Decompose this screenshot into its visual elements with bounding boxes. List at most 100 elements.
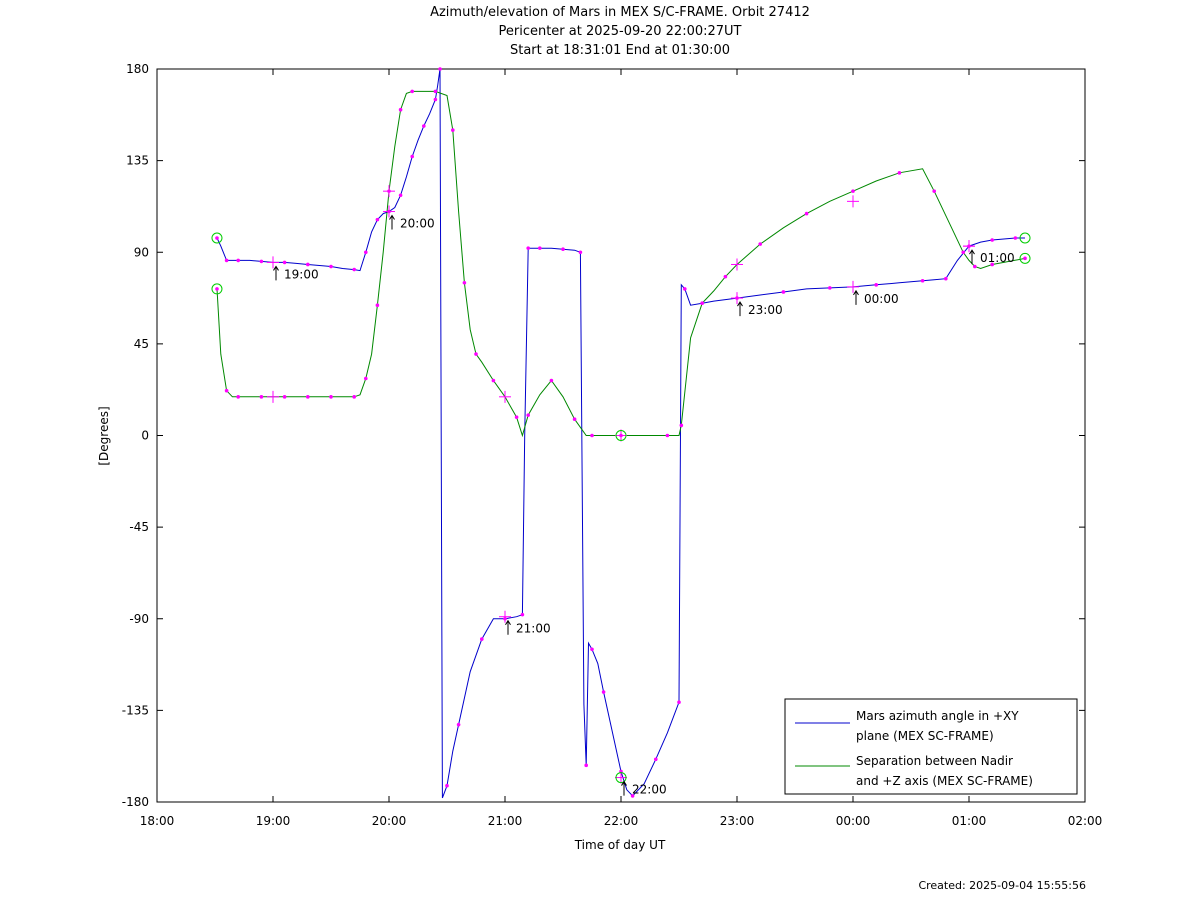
time-marker-label: 21:00 bbox=[516, 622, 551, 636]
data-point bbox=[584, 763, 588, 768]
title-line-1: Azimuth/elevation of Mars in MEX S/C-FRA… bbox=[430, 5, 810, 20]
data-point bbox=[215, 236, 219, 240]
data-point bbox=[433, 97, 438, 102]
data-point bbox=[561, 247, 565, 251]
time-marker: 20:00 bbox=[389, 214, 435, 231]
y-tick-label: 90 bbox=[134, 245, 149, 259]
data-point bbox=[590, 433, 594, 438]
data-point bbox=[329, 264, 333, 269]
time-marker-arrow-head bbox=[853, 289, 859, 296]
time-marker: 22:00 bbox=[621, 780, 667, 797]
time-marker-arrow-head bbox=[505, 619, 511, 625]
legend: Mars azimuth angle in +XY plane (MEX SC-… bbox=[784, 698, 1078, 795]
legend-label-separation-2: and +Z axis (MEX SC-FRAME) bbox=[856, 774, 1033, 788]
data-point bbox=[700, 301, 704, 305]
data-point bbox=[526, 413, 530, 417]
data-point bbox=[851, 189, 855, 193]
cross-marker bbox=[267, 390, 279, 403]
time-marker: 00:00 bbox=[853, 289, 899, 306]
data-point bbox=[897, 171, 902, 175]
data-point bbox=[224, 388, 229, 393]
data-point bbox=[236, 395, 240, 399]
y-tick-label: 45 bbox=[134, 337, 149, 351]
time-marker-arrow-head bbox=[389, 214, 395, 220]
cross-marker bbox=[615, 771, 627, 784]
data-point bbox=[723, 274, 728, 279]
cross-marker bbox=[847, 280, 859, 293]
legend-label-azimuth-2: plane (MEX SC-FRAME) bbox=[856, 729, 994, 743]
created-timestamp: Created: 2025-09-04 15:55:56 bbox=[918, 879, 1086, 892]
time-marker-label: 00:00 bbox=[864, 292, 899, 306]
data-point bbox=[422, 124, 426, 128]
data-point bbox=[578, 250, 583, 255]
endpoint-circle-marker bbox=[615, 772, 627, 784]
data-point bbox=[804, 211, 809, 216]
data-point bbox=[364, 250, 368, 255]
data-point bbox=[514, 415, 519, 419]
data-point bbox=[520, 612, 525, 617]
data-point bbox=[433, 89, 438, 94]
data-point bbox=[874, 283, 878, 287]
data-point bbox=[438, 67, 442, 71]
data-point bbox=[961, 250, 965, 255]
y-tick-label: 0 bbox=[141, 429, 149, 443]
data-point bbox=[758, 242, 762, 246]
data-point bbox=[282, 395, 287, 399]
time-marker-arrow-head bbox=[737, 301, 743, 307]
data-point bbox=[259, 395, 264, 399]
x-tick-label: 22:00 bbox=[604, 814, 639, 828]
data-point bbox=[630, 794, 635, 798]
y-axis-label: [Degrees] bbox=[97, 406, 111, 465]
data-point bbox=[990, 238, 994, 242]
data-point bbox=[329, 395, 333, 399]
time-marker: 23:00 bbox=[737, 301, 783, 317]
data-point bbox=[1023, 256, 1027, 261]
x-tick-label: 00:00 bbox=[836, 814, 871, 828]
endpoint-circle-marker bbox=[1019, 252, 1031, 264]
legend-label-azimuth-1: Mars azimuth angle in +XY bbox=[856, 709, 1019, 723]
endpoint-circle-marker bbox=[1019, 232, 1031, 244]
y-tick-label: -90 bbox=[129, 612, 149, 626]
cross-marker bbox=[267, 256, 279, 269]
cross-marker bbox=[383, 185, 395, 198]
time-marker: 01:00 bbox=[969, 249, 1015, 265]
time-marker-arrow-head bbox=[969, 249, 975, 255]
data-point bbox=[920, 278, 925, 283]
data-point bbox=[474, 352, 478, 356]
endpoint-circle-marker bbox=[211, 283, 223, 295]
legend-label-separation-1: Separation between Nadir bbox=[856, 754, 1013, 768]
data-point bbox=[590, 647, 594, 652]
time-marker-label: 22:00 bbox=[632, 783, 667, 797]
data-point bbox=[677, 700, 681, 705]
data-point bbox=[259, 259, 264, 264]
data-point bbox=[410, 89, 415, 94]
data-point bbox=[491, 378, 496, 383]
x-axis: 18:00 19:00 20:00 21:00 22:00 23:00 00:00 01:00… bbox=[140, 69, 1103, 828]
data-point bbox=[1013, 236, 1018, 240]
data-point bbox=[683, 287, 687, 291]
data-point bbox=[375, 303, 380, 307]
cross-marker bbox=[963, 240, 975, 253]
data-point bbox=[665, 433, 670, 438]
x-tick-label: 19:00 bbox=[256, 814, 291, 828]
data-point bbox=[398, 193, 403, 198]
data-point bbox=[445, 783, 449, 788]
cross-marker bbox=[383, 205, 395, 218]
data-point bbox=[679, 423, 684, 428]
y-tick-label: -135 bbox=[122, 703, 149, 717]
data-point bbox=[990, 262, 994, 267]
data-point bbox=[215, 287, 219, 291]
time-marker: 19:00 bbox=[273, 265, 319, 281]
data-point bbox=[944, 276, 948, 281]
x-tick-label: 21:00 bbox=[488, 814, 523, 828]
data-point bbox=[538, 246, 542, 250]
cross-marker bbox=[615, 429, 627, 442]
data-point bbox=[352, 395, 357, 399]
endpoint-circle-marker bbox=[211, 232, 223, 244]
series-line-separation bbox=[216, 90, 1026, 438]
cross-marker bbox=[847, 195, 859, 208]
x-tick-label: 02:00 bbox=[1068, 814, 1103, 828]
marker-layer bbox=[211, 67, 1031, 798]
y-axis: 180 135 90 45 0 -45 -90 -135 -180 bbox=[122, 62, 1085, 809]
